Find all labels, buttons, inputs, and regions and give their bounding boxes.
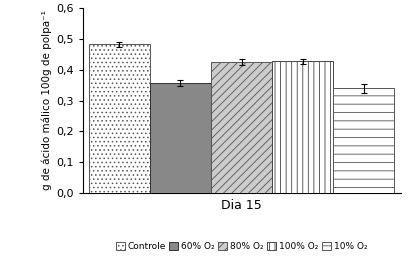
Bar	[333, 88, 394, 193]
Y-axis label: g de ácido málico 100g de polpa⁻¹: g de ácido málico 100g de polpa⁻¹	[41, 10, 52, 191]
Bar	[150, 83, 211, 193]
Legend: Controle, 60% O₂, 80% O₂, 100% O₂, 10% O₂: Controle, 60% O₂, 80% O₂, 100% O₂, 10% O…	[112, 238, 371, 255]
Bar	[272, 61, 333, 193]
Bar	[211, 62, 272, 193]
X-axis label: Dia 15: Dia 15	[221, 199, 262, 211]
Bar	[89, 44, 150, 193]
